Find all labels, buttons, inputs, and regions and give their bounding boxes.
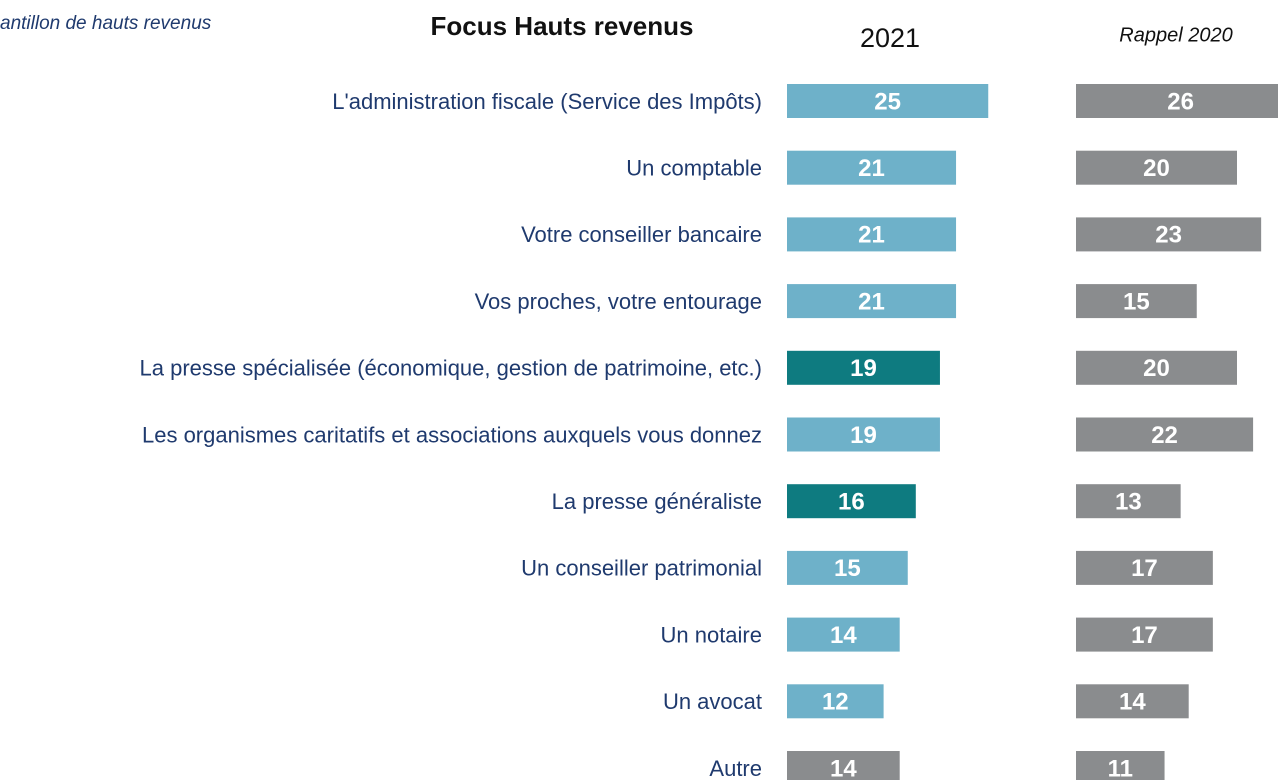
bar (1076, 84, 1278, 118)
bar (1076, 484, 1181, 519)
category-label: Les organismes caritatifs et association… (142, 422, 762, 447)
value-label: 19 (850, 422, 877, 449)
bar (787, 350, 940, 385)
value-label: 16 (838, 489, 865, 516)
value-label: 25 (874, 88, 901, 115)
value-label: 14 (1119, 689, 1146, 716)
value-label: 19 (850, 355, 877, 382)
category-label: Un conseiller patrimonial (521, 556, 762, 581)
chart-title: Focus Hauts revenus (431, 11, 694, 41)
category-label: La presse généraliste (552, 489, 762, 514)
series-header: Rappel 2020 (1119, 24, 1232, 46)
category-label: Un avocat (663, 689, 762, 714)
bar (1076, 751, 1165, 780)
bar (787, 84, 989, 118)
value-label: 22 (1151, 422, 1178, 449)
value-label: 21 (858, 288, 885, 315)
value-label: 14 (830, 755, 857, 780)
value-label: 21 (858, 155, 885, 182)
bar (787, 751, 900, 780)
category-label: L'administration fiscale (Service des Im… (332, 89, 762, 114)
category-label: Un notaire (660, 622, 762, 647)
category-label: Un comptable (626, 156, 762, 181)
bar (787, 217, 957, 252)
value-label: 23 (1155, 222, 1182, 249)
value-label: 21 (858, 222, 885, 249)
subtitle: antillon de hauts revenus (0, 13, 212, 34)
value-label: 26 (1167, 88, 1194, 115)
bar (1076, 350, 1237, 385)
value-label: 20 (1143, 155, 1170, 182)
value-label: 17 (1131, 622, 1158, 649)
value-label: 17 (1131, 555, 1158, 582)
bar (1076, 150, 1237, 185)
value-label: 13 (1115, 489, 1142, 516)
value-label: 14 (830, 622, 857, 649)
value-label: 12 (822, 689, 849, 716)
bar (787, 484, 916, 519)
bar (1076, 417, 1254, 452)
bar (787, 617, 900, 652)
bar (787, 150, 957, 185)
bar (787, 284, 957, 319)
bar (1076, 217, 1262, 252)
bar (1076, 550, 1213, 585)
category-label: Vos proches, votre entourage (475, 289, 762, 314)
value-label: 11 (1108, 755, 1133, 780)
bar (787, 417, 940, 452)
value-label: 15 (834, 555, 861, 582)
category-label: Votre conseiller bancaire (521, 222, 762, 247)
value-label: 15 (1123, 288, 1150, 315)
series-header: 2021 (860, 23, 920, 53)
category-label: Autre (709, 756, 762, 780)
bar (1076, 284, 1197, 319)
bar (1076, 617, 1213, 652)
bar (1076, 684, 1189, 719)
bar (787, 684, 884, 719)
value-label: 20 (1143, 355, 1170, 382)
bar (787, 550, 908, 585)
category-label: La presse spécialisée (économique, gesti… (140, 356, 762, 381)
